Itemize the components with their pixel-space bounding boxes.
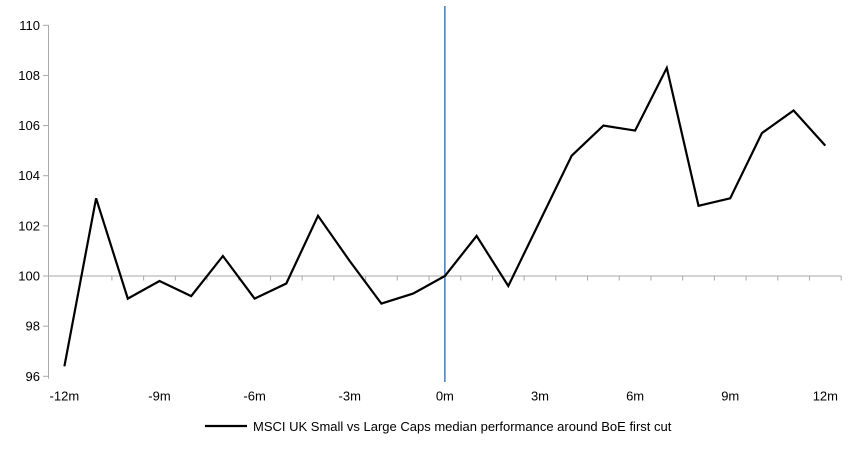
y-axis-label: 108: [18, 68, 40, 83]
x-axis-label: 3m: [531, 389, 549, 404]
chart-plot-area: 96 98 100 102 104 106 108 110 -12m -9m -6m -3m 0m 3m 6…: [18, 6, 842, 404]
y-axis-label: 110: [19, 18, 40, 33]
x-axis-label: 9m: [721, 389, 739, 404]
y-axis-label: 106: [18, 118, 40, 133]
y-axis-label: 100: [18, 269, 40, 284]
y-axis-label: 96: [26, 369, 40, 384]
y-axis-label: 102: [18, 218, 40, 233]
x-axis-label: -9m: [148, 389, 170, 404]
x-axis-label: 0m: [436, 389, 454, 404]
x-axis-label: -12m: [50, 389, 80, 404]
x-axis-label: 12m: [813, 389, 838, 404]
y-axis-label: 98: [26, 319, 40, 334]
x-axis-label: 6m: [626, 389, 644, 404]
x-axis-label: -6m: [243, 389, 265, 404]
legend-label: MSCI UK Small vs Large Caps median perfo…: [253, 419, 672, 434]
y-axis-label: 104: [18, 168, 40, 183]
x-axis-label: -3m: [339, 389, 361, 404]
legend: MSCI UK Small vs Large Caps median perfo…: [205, 419, 672, 434]
series-line: [63, 64, 827, 367]
